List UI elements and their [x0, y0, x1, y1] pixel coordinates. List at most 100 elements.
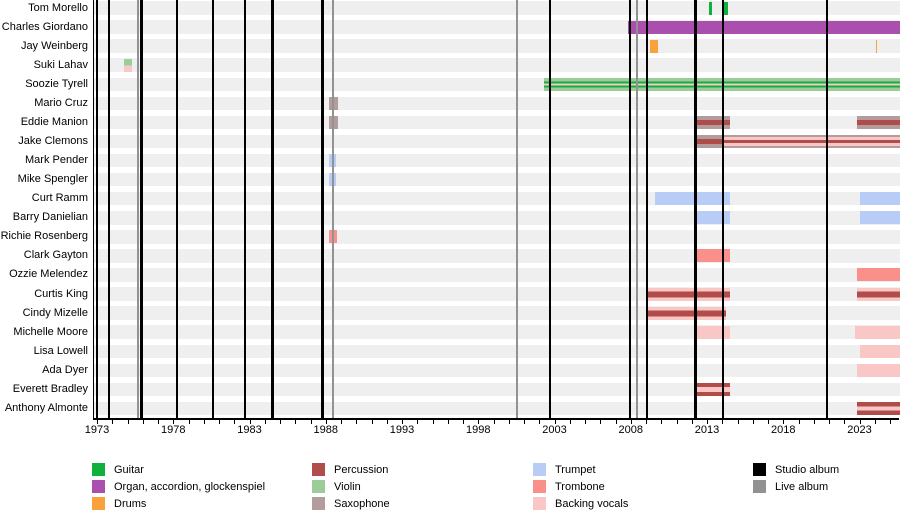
- member-name: Jake Clemons: [0, 135, 88, 148]
- timeline-bar: [695, 326, 730, 339]
- year-tick: [326, 420, 327, 424]
- organ-color-swatch: [92, 480, 105, 493]
- year-label: 2018: [763, 424, 803, 436]
- year-tick: [539, 420, 540, 424]
- year-tick: [661, 420, 662, 424]
- year-label: 1998: [458, 424, 498, 436]
- year-tick: [829, 420, 830, 424]
- live-album-line: [137, 0, 140, 418]
- legend-label: Trombone: [555, 481, 605, 493]
- year-label: 2003: [535, 424, 575, 436]
- legend-label: Studio album: [775, 464, 839, 476]
- member-name: Jay Weinberg: [0, 40, 88, 53]
- legend-item: Trombone: [533, 478, 628, 495]
- timeline-bar: [650, 40, 658, 53]
- year-tick: [112, 420, 113, 424]
- studio-album-line: [321, 0, 324, 418]
- studio-album-line: [629, 0, 632, 418]
- member-name: Cindy Mizelle: [0, 307, 88, 320]
- year-tick: [616, 420, 617, 424]
- violin-color-swatch: [312, 480, 325, 493]
- year-label: 2023: [840, 424, 880, 436]
- year-tick: [189, 420, 190, 424]
- year-label: 1993: [382, 424, 422, 436]
- studio-album-line: [826, 0, 829, 418]
- year-tick: [722, 420, 723, 424]
- year-tick: [799, 420, 800, 424]
- trumpet-color-swatch: [533, 463, 546, 476]
- timeline-bar: [648, 288, 730, 301]
- legend-item: Saxophone: [312, 495, 390, 512]
- timeline-bar: [124, 59, 132, 72]
- member-name: Anthony Almonte: [0, 402, 88, 415]
- member-name: Curtis King: [0, 288, 88, 301]
- legend-item: Live album: [753, 478, 839, 495]
- timeline-bar: [857, 116, 900, 129]
- year-label: 1978: [153, 424, 193, 436]
- year-tick: [753, 420, 754, 424]
- year-tick: [600, 420, 601, 424]
- year-tick: [402, 420, 403, 424]
- member-name: Soozie Tyrell: [0, 78, 88, 91]
- timeline-bar: [857, 402, 900, 415]
- legend-item: Organ, accordion, glockenspiel: [92, 478, 265, 495]
- studio-album-line: [212, 0, 215, 418]
- backing-vocals-color-swatch: [533, 497, 546, 510]
- year-tick: [494, 420, 495, 424]
- timeline-bar: [723, 135, 900, 148]
- member-name: Everett Bradley: [0, 383, 88, 396]
- studio-album-line: [244, 0, 247, 418]
- timeline-bar: [628, 21, 900, 34]
- year-tick: [219, 420, 220, 424]
- timeline-bar: [695, 383, 730, 396]
- year-tick: [707, 420, 708, 424]
- timeline-bar: [695, 249, 730, 262]
- legend-label: Live album: [775, 481, 828, 493]
- year-label: 2013: [687, 424, 727, 436]
- year-tick: [356, 420, 357, 424]
- year-tick: [814, 420, 815, 424]
- year-tick: [890, 420, 891, 424]
- studio-album-color-swatch: [753, 463, 766, 476]
- plot-left-border: [93, 0, 94, 418]
- year-tick: [387, 420, 388, 424]
- year-label: 2008: [611, 424, 651, 436]
- live-album-line: [516, 0, 519, 418]
- legend-label: Trumpet: [555, 464, 596, 476]
- legend-column: Studio album Live album: [753, 461, 839, 495]
- year-tick: [631, 420, 632, 424]
- year-tick: [234, 420, 235, 424]
- year-label: 1983: [230, 424, 270, 436]
- year-tick: [311, 420, 312, 424]
- timeline-bar: [855, 326, 900, 339]
- year-tick: [570, 420, 571, 424]
- year-tick: [204, 420, 205, 424]
- member-name: Eddie Manion: [0, 116, 88, 129]
- member-name: Mario Cruz: [0, 97, 88, 110]
- member-name: Ozzie Melendez: [0, 268, 88, 281]
- year-tick: [783, 420, 784, 424]
- year-tick: [448, 420, 449, 424]
- year-tick: [692, 420, 693, 424]
- year-tick: [433, 420, 434, 424]
- member-name: Ada Dyer: [0, 364, 88, 377]
- member-name: Tom Morello: [0, 2, 88, 15]
- year-tick: [341, 420, 342, 424]
- year-tick: [738, 420, 739, 424]
- legend-item: Percussion: [312, 461, 390, 478]
- year-tick: [646, 420, 647, 424]
- studio-album-line: [694, 0, 697, 418]
- timeline-bar: [695, 135, 723, 148]
- year-tick: [463, 420, 464, 424]
- year-tick: [280, 420, 281, 424]
- legend-item: Backing vocals: [533, 495, 628, 512]
- timeline-bar: [695, 116, 730, 129]
- year-tick: [158, 420, 159, 424]
- drums-color-swatch: [92, 497, 105, 510]
- studio-album-line: [176, 0, 179, 418]
- year-tick: [265, 420, 266, 424]
- year-tick: [173, 420, 174, 424]
- year-tick: [250, 420, 251, 424]
- timeline-bar: [860, 211, 900, 224]
